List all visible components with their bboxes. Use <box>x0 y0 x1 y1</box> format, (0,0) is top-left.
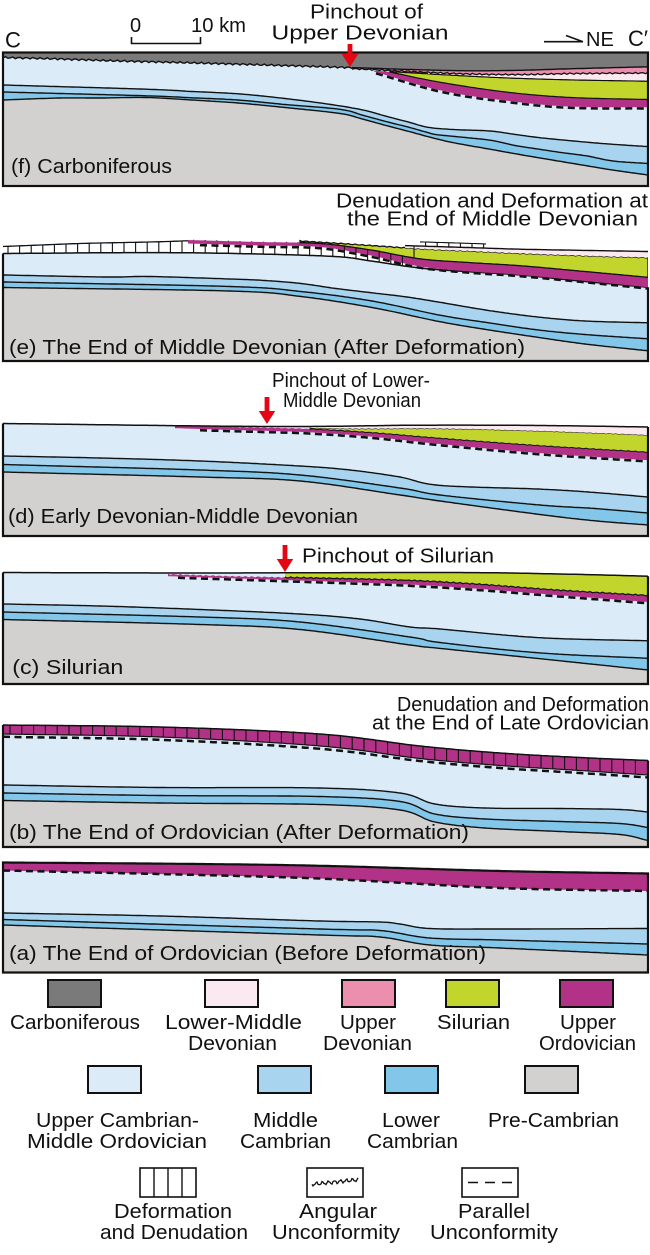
svg-text:Pinchout of Silurian: Pinchout of Silurian <box>302 546 494 568</box>
svg-text:(b) The End of Ordovician (Aft: (b) The End of Ordovician (After Deforma… <box>9 822 469 844</box>
svg-text:Upper: Upper <box>560 1012 616 1034</box>
svg-text:Upper Devonian: Upper Devonian <box>272 23 449 45</box>
svg-text:the End of Middle Devonian: the End of Middle Devonian <box>347 209 638 231</box>
svg-text:10 km: 10 km <box>191 15 246 37</box>
svg-text:(e) The End of Middle Devonian: (e) The End of Middle Devonian (After De… <box>9 337 525 359</box>
svg-text:Carboniferous: Carboniferous <box>10 1012 140 1034</box>
svg-text:Silurian: Silurian <box>437 1012 510 1034</box>
svg-text:Lower: Lower <box>382 1110 440 1132</box>
svg-text:Denudation and Deformation at: Denudation and Deformation at <box>336 191 648 213</box>
svg-text:Denudation and Deformation: Denudation and Deformation <box>397 694 649 716</box>
svg-text:Pre-Cambrian: Pre-Cambrian <box>488 1110 619 1132</box>
svg-text:Pinchout of Lower-: Pinchout of Lower- <box>272 370 430 392</box>
svg-text:at the End of Late Ordovician: at the End of Late Ordovician <box>372 713 649 735</box>
svg-text:Middle Devonian: Middle Devonian <box>283 390 421 412</box>
svg-text:Ordovician: Ordovician <box>539 1033 636 1055</box>
svg-text:(a) The End of Ordovician (Bef: (a) The End of Ordovician (Before Deform… <box>9 943 486 965</box>
svg-text:Deformation: Deformation <box>114 1201 232 1223</box>
svg-text:Angular: Angular <box>299 1201 377 1223</box>
svg-text:Upper Cambrian-: Upper Cambrian- <box>36 1110 199 1132</box>
svg-text:Devonian: Devonian <box>188 1033 277 1055</box>
svg-text:Devonian: Devonian <box>323 1033 412 1055</box>
svg-text:Middle: Middle <box>253 1110 318 1132</box>
svg-text:Upper: Upper <box>340 1012 396 1034</box>
svg-text:0: 0 <box>130 15 141 37</box>
svg-text:(f) Carboniferous: (f) Carboniferous <box>11 156 172 178</box>
svg-text:Cambrian: Cambrian <box>240 1131 331 1153</box>
svg-text:Unconformity: Unconformity <box>430 1222 558 1244</box>
svg-text:Cambrian: Cambrian <box>367 1131 458 1153</box>
svg-text:C′: C′ <box>628 26 648 51</box>
svg-text:Unconformity: Unconformity <box>272 1222 400 1244</box>
svg-text:C: C <box>5 28 21 53</box>
svg-text:Lower-Middle: Lower-Middle <box>165 1012 302 1034</box>
svg-text:Parallel: Parallel <box>458 1201 530 1223</box>
svg-text:Pinchout of: Pinchout of <box>310 2 423 24</box>
svg-text:and Denudation: and Denudation <box>100 1222 248 1244</box>
svg-text:NE: NE <box>586 29 614 51</box>
svg-text:(d) Early Devonian-Middle Devo: (d) Early Devonian-Middle Devonian <box>8 506 358 528</box>
svg-text:Middle Ordovician: Middle Ordovician <box>27 1131 207 1153</box>
svg-text:(c) Silurian: (c) Silurian <box>12 657 123 679</box>
